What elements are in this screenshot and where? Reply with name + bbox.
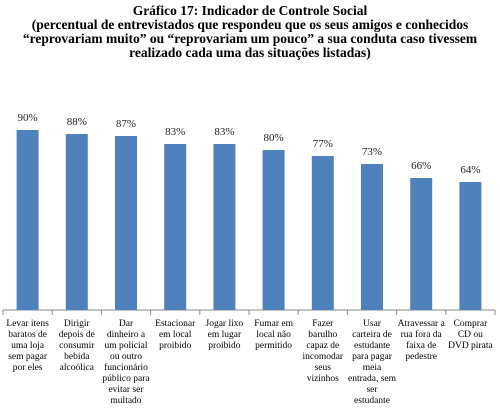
- x-tick-label: Atravessar a rua fora da faixa de pedest…: [397, 319, 445, 362]
- chart-subtitle: (percentual de entrevistados que respond…: [22, 17, 478, 60]
- value-label: 77%: [313, 138, 333, 150]
- value-label: 73%: [362, 146, 382, 158]
- bar: [410, 178, 433, 310]
- value-label: 83%: [165, 126, 185, 138]
- bar: [115, 136, 137, 310]
- value-label: 87%: [116, 118, 136, 130]
- value-label: 83%: [214, 126, 234, 138]
- value-label: 88%: [67, 116, 87, 128]
- bar: [361, 164, 383, 310]
- x-tick-label: Fazer barulho capaz de incomodar seus vi…: [302, 319, 344, 384]
- bar: [459, 182, 482, 310]
- x-tick-label: Levar itens baratos de uma loja sem paga…: [6, 319, 49, 373]
- bar: [262, 150, 285, 310]
- bar: [311, 156, 334, 310]
- bar: [16, 130, 39, 310]
- value-label: 80%: [264, 132, 284, 144]
- value-label: 90%: [18, 112, 38, 124]
- value-label: 64%: [460, 164, 480, 176]
- value-label: 66%: [411, 160, 431, 172]
- bar: [164, 144, 187, 310]
- x-tick-label: Comprar CD ou DVD pirata: [448, 319, 493, 351]
- x-tick-label: Jogar lixo em lugar proibido: [205, 319, 244, 351]
- x-tick-label: Usar carteira de estudante para pagar me…: [348, 319, 397, 406]
- bar: [213, 144, 236, 310]
- bar: [65, 134, 88, 310]
- x-tick-label: Dirigir depois de consumir bebida alcoól…: [58, 319, 95, 373]
- x-tick-label: Dar dinheiro a um policial ou outro func…: [102, 319, 150, 406]
- x-tick-label: Fumar em local não permitido: [254, 319, 293, 351]
- x-tick-label: Estacionar em local proibido: [155, 319, 196, 351]
- chart-title: Gráfico 17: Indicador de Controle Social: [132, 3, 368, 18]
